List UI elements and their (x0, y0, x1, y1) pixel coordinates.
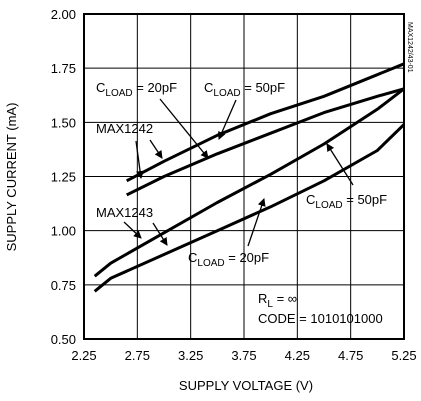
y-axis-title: SUPPLY CURRENT (mA) (4, 103, 19, 252)
annotation-max1242: MAX1242 (96, 121, 153, 136)
x-tick-label: 5.25 (391, 348, 416, 363)
x-axis-title: SUPPLY VOLTAGE (V) (179, 378, 313, 393)
condition-rl: RL = ∞ (258, 291, 297, 310)
x-tick-labels: 2.25 2.75 3.25 3.75 4.25 4.75 5.25 (71, 348, 416, 363)
y-tick-label: 1.00 (51, 224, 76, 239)
arrow-cload50-lower (326, 143, 354, 186)
y-tick-label: 1.25 (51, 170, 76, 185)
x-tick-label: 3.75 (231, 348, 256, 363)
x-tick-label: 2.75 (125, 348, 150, 363)
series-line-3 (93, 87, 405, 278)
x-tick-label: 3.25 (178, 348, 203, 363)
arrow-max1243-a (123, 221, 142, 239)
annotation-cload50-lower: CLOAD = 50pF (306, 192, 387, 211)
figure-id: MAX1242/43-01 (406, 22, 413, 73)
annotation-cload20-upper: CLOAD = 20pF (96, 80, 177, 99)
y-tick-labels: 0.50 0.75 1.00 1.25 1.50 1.75 2.00 (51, 7, 76, 347)
y-tick-label: 0.75 (51, 278, 76, 293)
x-tick-label: 4.25 (285, 348, 310, 363)
condition-code: CODE = 1010101000 (258, 311, 383, 326)
arrow-cload20-lower (247, 198, 266, 247)
y-tick-label: 1.75 (51, 61, 76, 76)
arrow-cload20-upper (159, 98, 209, 159)
arrow-max1242-a (149, 139, 163, 159)
series-line-2 (126, 87, 405, 197)
annotation-max1243: MAX1243 (96, 205, 153, 220)
arrow-cload50-upper (218, 99, 237, 140)
y-tick-label: 2.00 (51, 7, 76, 22)
arrow-max1242-b (135, 140, 145, 179)
y-tick-label: 0.50 (51, 332, 76, 347)
series-line-1 (126, 62, 405, 183)
annotation-cload50-upper: CLOAD = 50pF (204, 80, 285, 99)
series-line-4 (93, 123, 406, 293)
y-tick-label: 1.50 (51, 115, 76, 130)
plot-frame (83, 13, 405, 340)
leader-arrows (123, 98, 354, 247)
annotation-cload20-lower: CLOAD = 20pF (188, 250, 269, 269)
x-tick-label: 4.75 (338, 348, 363, 363)
x-tick-label: 2.25 (71, 348, 96, 363)
series-layer (93, 62, 406, 293)
arrow-max1243-b (152, 222, 168, 246)
